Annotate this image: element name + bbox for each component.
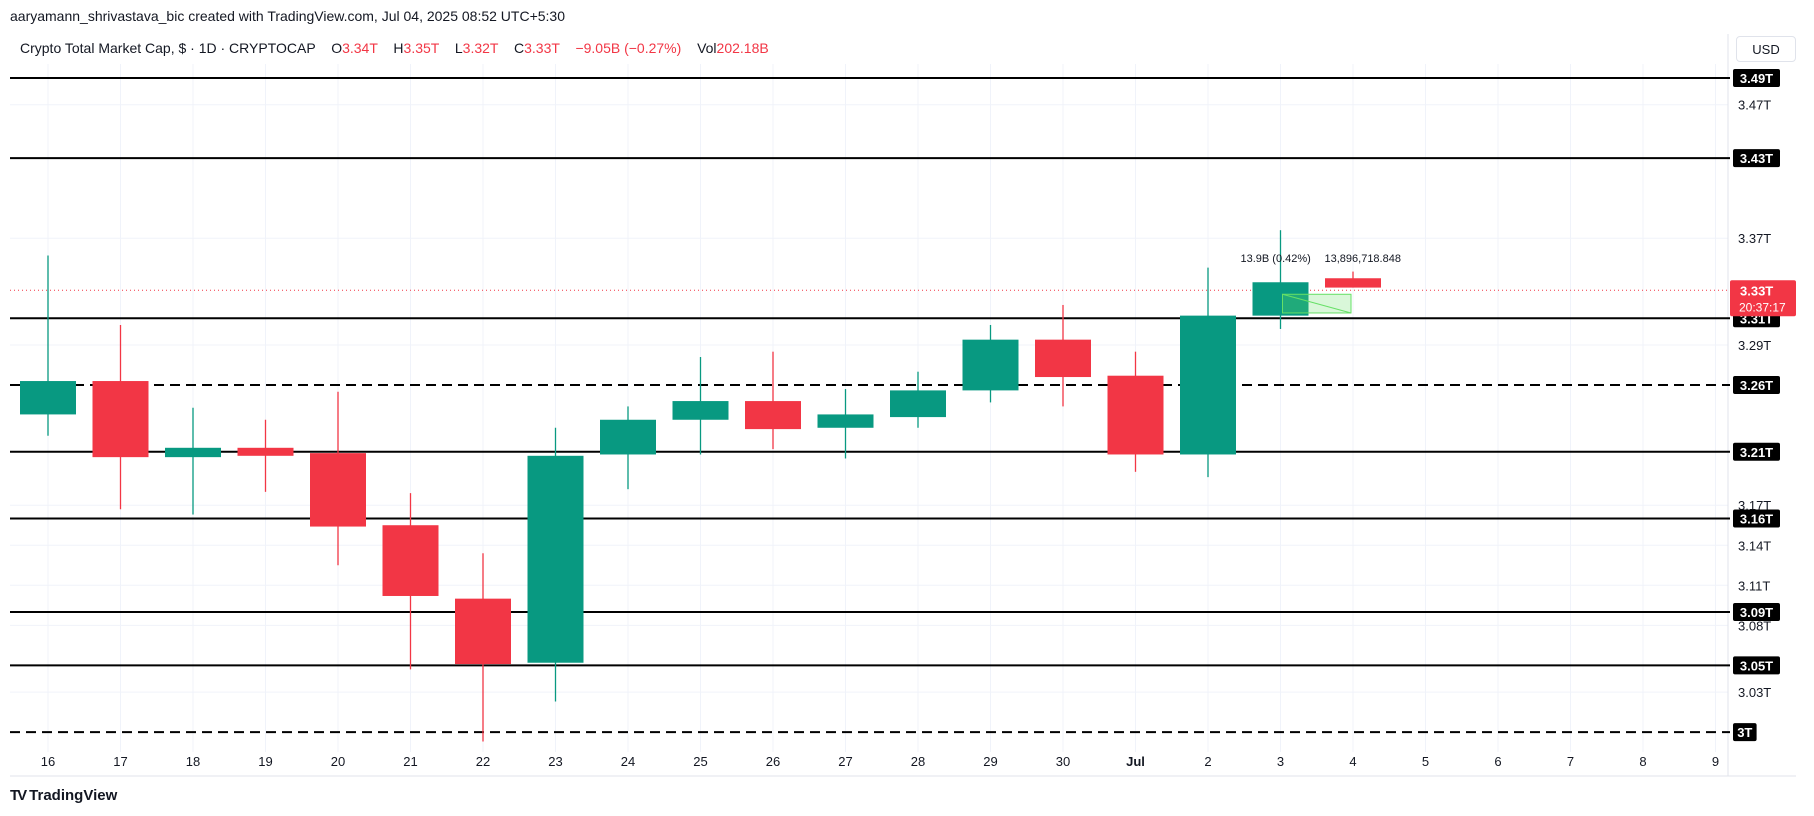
symbol-name[interactable]: Crypto Total Market Cap, $ · 1D · CRYPTO… bbox=[20, 40, 316, 56]
level-price-tag bbox=[1733, 723, 1757, 742]
level-price-label: 3.16T bbox=[1740, 512, 1773, 527]
current-price-tag bbox=[1730, 280, 1796, 317]
level-price-tag bbox=[1733, 509, 1780, 528]
x-tick-label: 20 bbox=[331, 754, 345, 769]
x-tick-label: 3 bbox=[1277, 754, 1284, 769]
x-tick-label: 19 bbox=[258, 754, 272, 769]
x-tick-label: Jul bbox=[1126, 754, 1145, 769]
symbol-legend[interactable]: Crypto Total Market Cap, $ · 1D · CRYPTO… bbox=[20, 40, 769, 56]
candle-body bbox=[962, 339, 1019, 391]
y-tick-label: 3.14T bbox=[1738, 538, 1771, 553]
candle-body bbox=[20, 381, 76, 415]
level-price-tag bbox=[1733, 149, 1780, 168]
current-price-label: 3.33T bbox=[1740, 283, 1773, 298]
level-price-label: 3.26T bbox=[1740, 378, 1773, 393]
open-value: 3.34T bbox=[342, 40, 378, 56]
y-tick-label: 3.47T bbox=[1738, 98, 1771, 113]
x-tick-label: 16 bbox=[41, 754, 55, 769]
change-value: −9.05B (−0.27%) bbox=[575, 40, 682, 56]
open-label: O bbox=[331, 40, 343, 56]
candle-body bbox=[92, 381, 149, 458]
x-tick-label: 23 bbox=[548, 754, 562, 769]
candle-body bbox=[237, 447, 294, 456]
x-tick-label: 18 bbox=[186, 754, 200, 769]
x-tick-label: 22 bbox=[476, 754, 490, 769]
candle-body bbox=[672, 401, 729, 420]
level-price-tag bbox=[1733, 656, 1780, 675]
measure-value-label: 13.9B (0.42%) bbox=[1241, 253, 1311, 265]
candle-body bbox=[527, 455, 584, 663]
volume-value: 202.18B bbox=[716, 40, 769, 56]
x-tick-label: 25 bbox=[693, 754, 707, 769]
y-tick-label: 3.11T bbox=[1738, 578, 1770, 593]
x-tick-label: 6 bbox=[1494, 754, 1501, 769]
tradingview-logo-icon: TV bbox=[10, 787, 27, 804]
currency-button[interactable]: USD bbox=[1736, 36, 1796, 62]
level-price-label: 3T bbox=[1737, 725, 1752, 740]
x-tick-label: 5 bbox=[1422, 754, 1429, 769]
low-value: 3.32T bbox=[462, 40, 499, 56]
x-tick-label: 29 bbox=[983, 754, 997, 769]
measure-volume-label: 13,896,718.848 bbox=[1325, 253, 1401, 265]
close-value: 3.33T bbox=[524, 40, 560, 56]
x-tick-label: 2 bbox=[1204, 754, 1211, 769]
level-price-tag bbox=[1733, 376, 1780, 395]
candle-body bbox=[1325, 278, 1381, 288]
x-tick-label: 27 bbox=[838, 754, 852, 769]
candle-body bbox=[382, 525, 439, 596]
candle-body bbox=[600, 419, 656, 455]
candle-body bbox=[310, 453, 366, 527]
volume-label: Vol bbox=[697, 40, 717, 56]
candle-body bbox=[1035, 339, 1091, 378]
candle-body bbox=[1180, 315, 1236, 455]
candle-body bbox=[890, 390, 946, 418]
candle-body bbox=[1107, 375, 1164, 455]
close-label: C bbox=[513, 40, 525, 56]
x-tick-label: 21 bbox=[403, 754, 417, 769]
measure-diagonal bbox=[1282, 293, 1352, 314]
level-price-label: 3.05T bbox=[1740, 658, 1773, 673]
candle-body bbox=[165, 447, 221, 458]
y-tick-label: 3.17T bbox=[1738, 498, 1771, 513]
chart-attribution: aaryamann_shrivastava_bic created with T… bbox=[10, 8, 566, 24]
level-price-tag bbox=[1733, 603, 1780, 621]
level-price-label: 3.21T bbox=[1740, 445, 1773, 460]
level-price-label: 3.49T bbox=[1740, 71, 1773, 86]
x-tick-label: 9 bbox=[1712, 754, 1719, 769]
level-price-label: 3.43T bbox=[1740, 151, 1773, 166]
x-tick-label: 8 bbox=[1639, 754, 1646, 769]
x-tick-label: 4 bbox=[1349, 754, 1356, 769]
candle-body bbox=[455, 598, 511, 665]
level-price-label: 3.09T bbox=[1740, 605, 1773, 620]
x-tick-label: 24 bbox=[621, 754, 635, 769]
y-tick-label: 3.29T bbox=[1738, 338, 1771, 353]
level-price-tag bbox=[1733, 69, 1780, 87]
candle-body bbox=[817, 414, 874, 428]
x-tick-label: 7 bbox=[1567, 754, 1574, 769]
x-tick-label: 28 bbox=[911, 754, 925, 769]
countdown-label: 20:37:17 bbox=[1739, 300, 1786, 314]
y-tick-label: 3.08T bbox=[1738, 618, 1771, 633]
candle-body bbox=[745, 401, 801, 430]
level-price-tag bbox=[1733, 442, 1780, 461]
high-value: 3.35T bbox=[403, 40, 440, 56]
tradingview-logo[interactable]: TV TradingView bbox=[10, 787, 117, 804]
y-tick-label: 3.03T bbox=[1738, 685, 1771, 700]
low-label: L bbox=[454, 40, 463, 56]
x-tick-label: 30 bbox=[1056, 754, 1070, 769]
high-label: H bbox=[393, 40, 404, 56]
x-tick-label: 26 bbox=[766, 754, 780, 769]
x-tick-label: 17 bbox=[113, 754, 127, 769]
y-tick-label: 3.37T bbox=[1738, 231, 1771, 246]
tradingview-logo-text: TradingView bbox=[29, 787, 118, 804]
